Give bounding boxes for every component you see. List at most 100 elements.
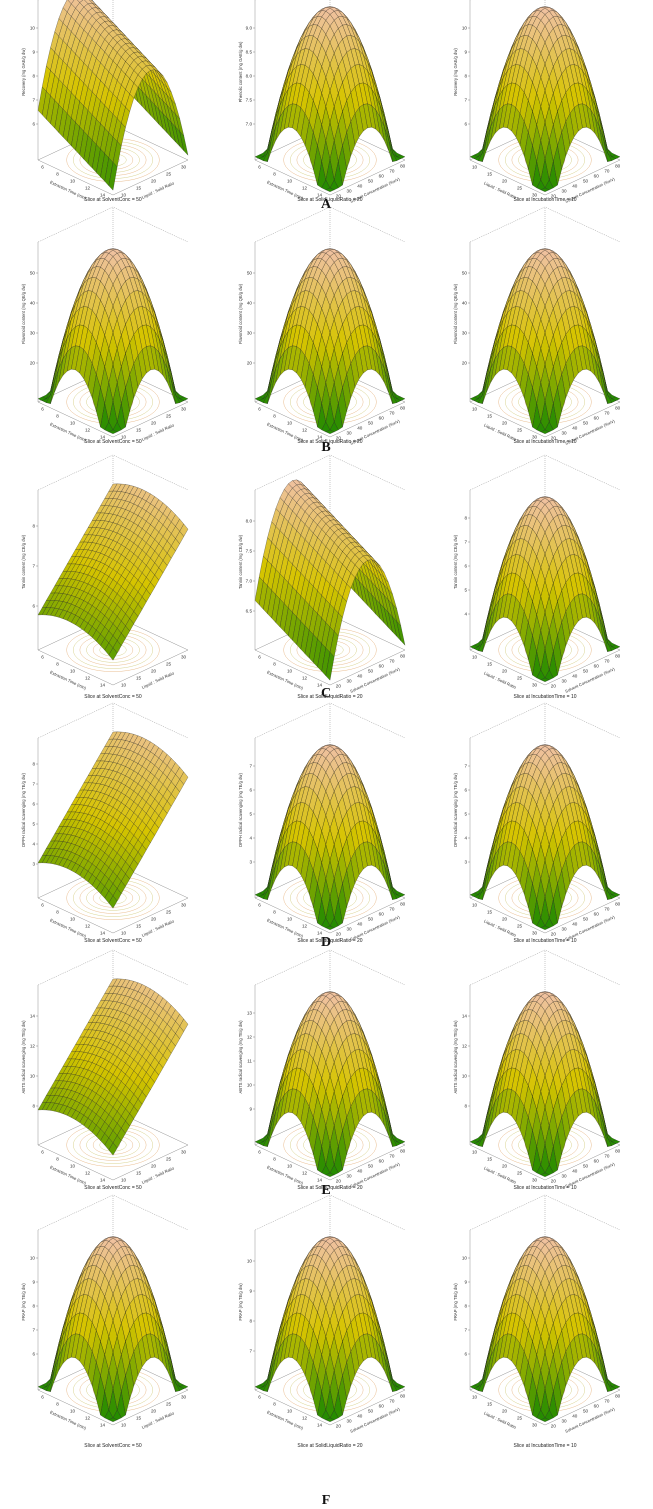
y-tick-label: 30	[181, 903, 187, 908]
z-axis-label: DPPH radical scavenging (mg TE/g dw)	[238, 773, 243, 847]
surface-mesh	[255, 480, 405, 680]
z-tick-label: 50	[30, 271, 36, 276]
z-axis-label: Recovery (mg GAE/g dw)	[453, 48, 458, 96]
z-tick-label: 6.5	[246, 609, 253, 614]
z-tick-label: 50	[462, 271, 468, 276]
x-tick-label: 30	[532, 931, 538, 936]
x-tick-label: 6	[258, 407, 261, 412]
z-tick-label: 8	[464, 74, 467, 79]
surface-mesh	[255, 992, 405, 1177]
y-tick-label: 10	[121, 683, 127, 688]
y-tick-label: 30	[347, 431, 353, 436]
slice-caption: Slice at IncubationTime = 10	[450, 439, 640, 445]
z-axis-label: Recovery (mg GAE/g dw)	[21, 48, 26, 96]
y-tick-label: 30	[347, 189, 353, 194]
surface-mesh	[255, 745, 405, 930]
x-tick-label: 15	[487, 910, 493, 915]
x-axis-label: Liquid : Solid Ratio	[483, 918, 517, 938]
y-axis-label: Solvent Concentration (%v/v)	[564, 666, 616, 694]
x-tick-label: 12	[85, 428, 91, 433]
y-tick-label: 80	[400, 164, 406, 169]
y-tick-label: 40	[572, 184, 578, 189]
z-tick-label: 7.5	[246, 98, 253, 103]
x-tick-label: 12	[85, 1171, 91, 1176]
slice-caption: Slice at SolidLiquidRatio = 20	[235, 694, 425, 700]
z-tick-label: 8.0	[246, 519, 253, 524]
y-tick-label: 80	[400, 902, 406, 907]
x-tick-label: 15	[487, 172, 493, 177]
slice-caption: Slice at SolidLiquidRatio = 20	[235, 938, 425, 944]
y-tick-label: 20	[151, 669, 157, 674]
x-tick-label: 10	[70, 421, 76, 426]
y-tick-label: 80	[615, 902, 621, 907]
x-tick-label: 6	[41, 903, 44, 908]
z-tick-label: 14	[30, 1014, 36, 1019]
x-tick-label: 8	[56, 1157, 59, 1162]
x-tick-label: 6	[258, 165, 261, 170]
x-tick-label: 20	[502, 917, 508, 922]
z-tick-label: 3	[464, 860, 467, 865]
surface-mesh	[470, 497, 620, 682]
z-tick-label: 40	[462, 301, 468, 306]
x-tick-label: 6	[41, 407, 44, 412]
y-tick-label: 30	[562, 927, 568, 932]
y-tick-label: 50	[368, 669, 374, 674]
z-tick-label: 4	[464, 836, 467, 841]
x-axis-label: Extraction Time (min)	[49, 670, 88, 692]
x-tick-label: 10	[70, 669, 76, 674]
z-tick-label: 30	[462, 331, 468, 336]
slice-caption: Slice at SolventConc = 50	[18, 694, 208, 700]
x-tick-label: 6	[41, 165, 44, 170]
surface-mesh	[38, 732, 188, 908]
y-tick-label: 20	[336, 684, 342, 689]
slice-caption: Slice at SolidLiquidRatio = 20	[235, 439, 425, 445]
z-tick-label: 7	[464, 764, 467, 769]
z-tick-label: 7.5	[246, 549, 253, 554]
z-tick-label: 4	[249, 836, 252, 841]
y-tick-label: 25	[166, 910, 172, 915]
z-tick-label: 8.0	[246, 74, 253, 79]
y-axis-label: Liquid : Solid Ratio	[141, 918, 175, 938]
z-tick-label: 9	[32, 50, 35, 55]
z-tick-label: 40	[30, 301, 36, 306]
x-tick-label: 14	[100, 931, 106, 936]
z-axis-label: Flavonoid content (mg QE/g dw)	[453, 283, 458, 344]
y-tick-label: 40	[357, 674, 363, 679]
y-tick-label: 80	[400, 406, 406, 411]
z-tick-label: 10	[30, 26, 36, 31]
y-tick-label: 30	[562, 431, 568, 436]
z-tick-label: 40	[247, 301, 253, 306]
z-tick-label: 30	[30, 331, 36, 336]
y-tick-label: 40	[572, 426, 578, 431]
surface-mesh	[38, 484, 188, 660]
y-tick-label: 60	[594, 912, 600, 917]
x-tick-label: 25	[517, 428, 523, 433]
z-tick-label: 5	[464, 588, 467, 593]
x-tick-label: 12	[85, 186, 91, 191]
x-axis-label: Liquid : Solid Ratio	[483, 670, 517, 690]
z-tick-label: 7.0	[246, 122, 253, 127]
z-axis-label: Tannin content (mg CE/g dw)	[453, 534, 458, 589]
x-tick-label: 12	[302, 676, 308, 681]
y-tick-label: 30	[347, 679, 353, 684]
y-tick-label: 60	[379, 416, 385, 421]
y-tick-label: 25	[166, 1157, 172, 1162]
y-tick-label: 70	[389, 411, 395, 416]
x-tick-label: 10	[472, 655, 478, 660]
slice-caption: Slice at IncubationTime = 10	[450, 938, 640, 944]
slice-caption: Slice at SolidLiquidRatio = 20	[235, 197, 425, 203]
z-tick-label: 8	[32, 1104, 35, 1109]
x-tick-label: 12	[302, 428, 308, 433]
y-tick-label: 40	[357, 922, 363, 927]
z-tick-label: 30	[247, 331, 253, 336]
